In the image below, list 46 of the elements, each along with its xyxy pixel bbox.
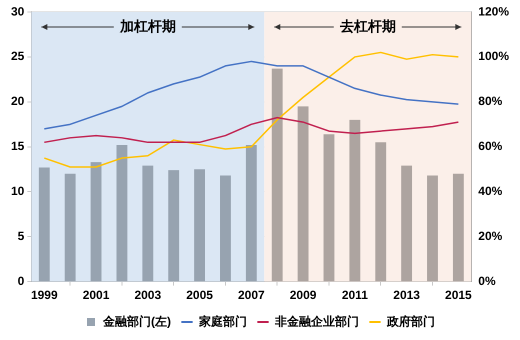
x-tick-label: 2013: [393, 288, 420, 302]
y-tick-label: 0: [18, 274, 25, 288]
legend-label: 非金融企业部门: [274, 314, 359, 328]
x-tick-label: 2015: [445, 288, 472, 302]
y-tick-label: 10: [10, 184, 25, 198]
bar: [246, 145, 257, 282]
y2-tick-label: 120%: [478, 4, 510, 18]
bar: [298, 106, 309, 282]
x-tick-label: 2001: [82, 288, 110, 302]
legend-label: 家庭部门: [198, 314, 247, 328]
bar: [142, 166, 154, 282]
x-tick-label: 2003: [134, 288, 162, 302]
x-tick-label: 2007: [238, 288, 265, 302]
bar: [427, 176, 438, 282]
bar: [116, 145, 128, 282]
y2-tick-label: 100%: [478, 49, 510, 64]
bar: [375, 142, 386, 282]
y2-tick-label: 0%: [478, 274, 496, 288]
y2-tick-label: 80%: [478, 94, 503, 108]
y2-tick-label: 40%: [478, 184, 503, 198]
legend-label: 政府部门: [386, 314, 435, 328]
band-label: 去杠杆期: [338, 18, 396, 34]
bar: [90, 162, 102, 282]
x-tick-label: 2005: [186, 288, 214, 302]
y-tick-label: 20: [10, 94, 25, 108]
y2-tick-label: 60%: [478, 139, 503, 154]
y-tick-label: 15: [10, 139, 25, 154]
bar: [452, 174, 464, 282]
bar: [401, 166, 412, 282]
bar: [324, 134, 334, 282]
y-tick-label: 30: [10, 4, 25, 18]
bar: [64, 174, 76, 282]
bar: [349, 120, 360, 282]
y2-tick-label: 20%: [478, 228, 503, 243]
bar: [272, 68, 283, 282]
y-tick-label: 25: [10, 49, 25, 64]
legend-label: 金融部门(左): [102, 314, 172, 328]
x-tick-label: 2009: [290, 288, 317, 302]
bar: [168, 170, 180, 282]
bar: [194, 169, 206, 282]
bar: [38, 167, 50, 282]
y-tick-label: 5: [18, 228, 25, 243]
band-label: 加杠杆期: [118, 18, 176, 34]
x-tick-label: 1999: [30, 288, 58, 302]
bar: [220, 176, 231, 282]
x-tick-label: 2011: [342, 288, 368, 302]
